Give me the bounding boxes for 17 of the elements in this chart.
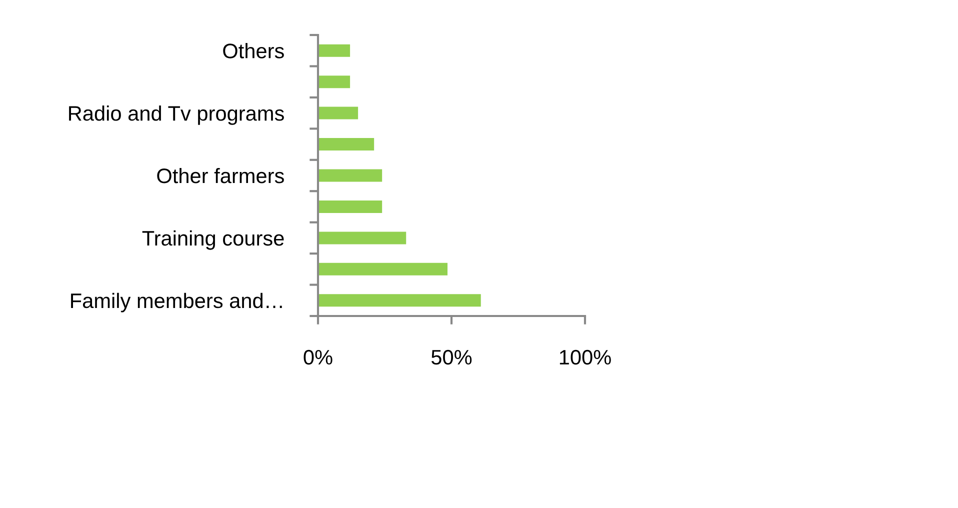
y-tick-label: Others bbox=[223, 43, 284, 58]
x-tick-label: 50% bbox=[431, 350, 472, 365]
y-tick-label: Other farmers bbox=[157, 168, 284, 184]
bar bbox=[318, 262, 448, 276]
bar bbox=[318, 138, 374, 151]
bar bbox=[318, 76, 350, 88]
bar bbox=[318, 169, 382, 182]
y-tick-label: Radio and Tv programs bbox=[69, 106, 284, 125]
bar bbox=[318, 232, 406, 244]
y-tick-label: Training course bbox=[142, 230, 284, 250]
y-tick-label: Family members and… bbox=[71, 292, 282, 312]
x-tick-label: 100% bbox=[560, 350, 611, 365]
bar bbox=[318, 294, 481, 307]
bar bbox=[318, 106, 358, 120]
bar bbox=[318, 200, 382, 213]
x-tick-label: 0% bbox=[304, 350, 332, 365]
bar bbox=[318, 44, 350, 57]
